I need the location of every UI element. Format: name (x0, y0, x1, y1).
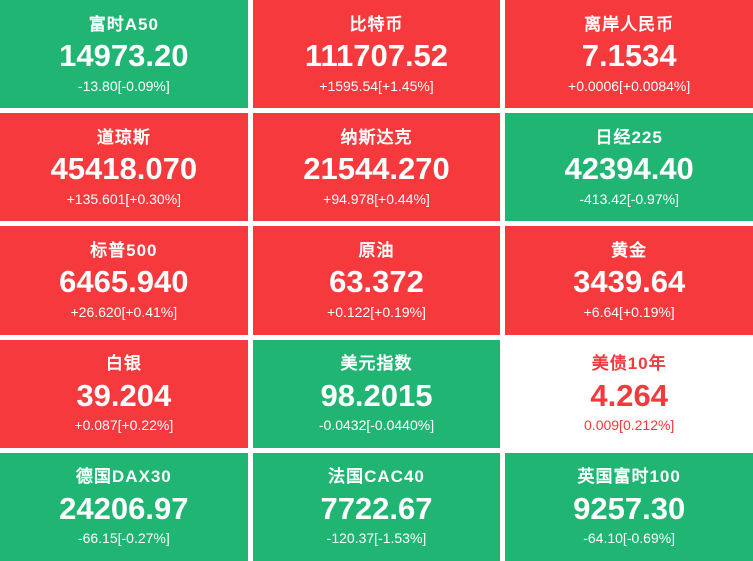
market-value: 39.204 (76, 377, 172, 413)
market-tile[interactable]: 道琼斯 45418.070 +135.601[+0.30%] (0, 113, 248, 222)
market-tile[interactable]: 日经225 42394.40 -413.42[-0.97%] (505, 113, 753, 222)
market-change: 0.009[0.212%] (584, 417, 675, 434)
market-change: +0.087[+0.22%] (74, 417, 174, 434)
market-tile[interactable]: 离岸人民币 7.1534 +0.0006[+0.0084%] (505, 0, 753, 109)
market-tile[interactable]: 美元指数 98.2015 -0.0432[-0.0440%] (252, 339, 501, 448)
market-change: +0.0006[+0.0084%] (568, 77, 691, 94)
market-change: +1595.54[+1.45%] (319, 77, 434, 94)
market-value: 63.372 (329, 264, 424, 300)
market-change: +26.620[+0.41%] (70, 304, 178, 321)
market-value: 21544.270 (303, 151, 450, 187)
market-tile[interactable]: 英国富时100 9257.30 -64.10[-0.69%] (505, 452, 753, 561)
market-value: 24206.97 (59, 490, 189, 526)
market-value: 7722.67 (320, 490, 433, 526)
market-tile[interactable]: 法国CAC40 7722.67 -120.37[-1.53%] (252, 452, 501, 561)
market-change: +94.978[+0.44%] (323, 190, 430, 207)
market-name: 德国DAX30 (75, 467, 172, 487)
market-name: 标普500 (90, 240, 158, 260)
market-name: 富时A50 (88, 14, 159, 34)
market-tile[interactable]: 纳斯达克 21544.270 +94.978[+0.44%] (252, 113, 501, 222)
market-value: 14973.20 (59, 38, 189, 74)
market-change: -413.42[-0.97%] (579, 190, 679, 207)
market-name: 美债10年 (591, 354, 667, 374)
market-change: +135.601[+0.30%] (66, 190, 182, 207)
market-tile[interactable]: 标普500 6465.940 +26.620[+0.41%] (0, 226, 248, 335)
market-value: 98.2015 (320, 377, 433, 413)
market-name: 美元指数 (340, 354, 413, 374)
market-value: 45418.070 (50, 151, 198, 187)
market-tile[interactable]: 白银 39.204 +0.087[+0.22%] (0, 339, 248, 448)
market-name: 英国富时100 (577, 467, 681, 487)
market-tile[interactable]: 德国DAX30 24206.97 -66.15[-0.27%] (0, 452, 248, 561)
market-name: 日经225 (595, 127, 663, 147)
market-name: 比特币 (349, 14, 404, 34)
market-tile[interactable]: 比特币 111707.52 +1595.54[+1.45%] (252, 0, 501, 109)
market-tile[interactable]: 黄金 3439.64 +6.64[+0.19%] (505, 226, 753, 335)
market-change: +0.122[+0.19%] (327, 304, 426, 321)
market-value: 7.1534 (581, 38, 677, 74)
market-name: 离岸人民币 (584, 14, 675, 34)
market-value: 111707.52 (304, 38, 449, 74)
market-value: 42394.40 (564, 151, 694, 187)
market-value: 4.264 (590, 377, 668, 413)
market-value: 3439.64 (573, 264, 686, 300)
market-change: -0.0432[-0.0440%] (318, 417, 435, 434)
market-change: -64.10[-0.69%] (583, 530, 676, 547)
market-value: 6465.940 (59, 264, 189, 300)
market-name: 道琼斯 (96, 127, 151, 147)
market-name: 纳斯达克 (340, 127, 413, 147)
market-value: 9257.30 (573, 490, 686, 526)
market-tile[interactable]: 原油 63.372 +0.122[+0.19%] (252, 226, 501, 335)
market-change: -13.80[-0.09%] (77, 77, 170, 94)
market-name: 原油 (358, 240, 395, 260)
market-change: -120.37[-1.53%] (326, 530, 427, 547)
market-name: 白银 (105, 354, 142, 374)
market-change: -66.15[-0.27%] (77, 530, 170, 547)
market-name: 法国CAC40 (328, 467, 425, 487)
market-name: 黄金 (611, 240, 648, 260)
market-tile[interactable]: 富时A50 14973.20 -13.80[-0.09%] (0, 0, 248, 109)
market-change: +6.64[+0.19%] (583, 304, 675, 321)
market-tile[interactable]: 美债10年 4.264 0.009[0.212%] (505, 339, 753, 448)
